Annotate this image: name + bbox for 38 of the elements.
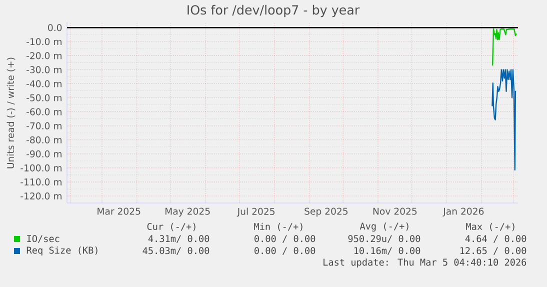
x-tick-label: May 2025	[166, 208, 210, 217]
y-tick-label: 0.0	[48, 24, 62, 32]
text: Avg (-/+)	[360, 222, 408, 232]
text: 4.31m/ 0.00	[148, 235, 210, 243]
y-tick-label: -20.0 m	[26, 52, 62, 60]
text: 950.29u/ 0.00	[348, 235, 420, 243]
line-series	[492, 28, 518, 66]
y-tick-label: -80.0 m	[26, 136, 62, 144]
text: 45.03m/ 0.00	[142, 247, 210, 255]
text: Cur (-/+)	[147, 222, 196, 232]
text: 0.00 / 0.00	[254, 247, 316, 255]
y-axis-title: Units read (-) / write (+)	[6, 58, 16, 168]
text: 10.16m/ 0.00	[354, 247, 420, 255]
y-tick-label: -120.0 m	[20, 192, 62, 200]
legend-label: IO/sec	[27, 235, 60, 243]
legend-label: Req Size (KB)	[26, 246, 98, 256]
chart-title: IOs for /dev/loop7 - by year	[188, 4, 360, 18]
text: 0.00 / 0.00	[254, 235, 316, 243]
x-tick-label: Jan 2026	[442, 208, 484, 216]
y-tick-label: -110.0 m	[20, 178, 62, 186]
text: Max (-/+)	[466, 222, 514, 232]
x-tick-label: Jul 2025	[236, 208, 274, 217]
text: 4.64 / 0.00	[465, 235, 526, 243]
x-tick-label: Mar 2025	[98, 208, 140, 215]
text: 12.65 / 0.00	[460, 247, 526, 255]
line-series	[492, 69, 517, 170]
y-tick-label: -30.0 m	[26, 66, 62, 74]
y-tick-label: -50.0 m	[26, 94, 62, 102]
y-tick-label: -40.0 m	[26, 80, 62, 88]
y-tick-label: -90.0 m	[26, 150, 62, 158]
x-tick-label: Sep 2025	[304, 208, 348, 217]
x-tick-label: Nov 2025	[373, 208, 417, 215]
text: Min (-/+)	[254, 222, 302, 232]
text: Last update: Thu Mar 5 04:40:10 2026	[324, 258, 526, 268]
y-tick-label: -10.0 m	[26, 38, 62, 46]
y-tick-label: -70.0 m	[26, 122, 62, 130]
y-tick-label: -60.0 m	[26, 108, 62, 116]
y-tick-label: -100.0 m	[20, 164, 62, 172]
